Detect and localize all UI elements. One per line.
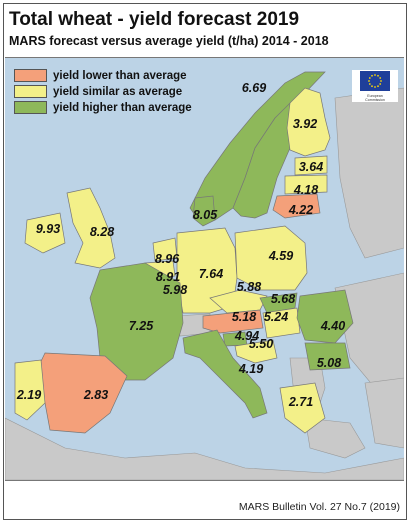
value-label-romania: 4.40 — [320, 319, 345, 333]
value-label-finland: 3.92 — [293, 117, 317, 131]
value-label-france: 7.25 — [129, 319, 154, 333]
value-label-estonia: 3.64 — [299, 160, 323, 174]
legend-item: yield similar as average — [14, 84, 192, 99]
value-label-slovenia: 4.94 — [234, 329, 259, 343]
legend-label: yield similar as average — [53, 85, 183, 98]
value-label-netherlands: 8.96 — [155, 252, 180, 266]
legend: yield lower than average yield similar a… — [14, 68, 192, 116]
value-label-ireland: 9.93 — [36, 222, 60, 236]
value-label-czechia: 5.88 — [237, 280, 261, 294]
value-label-germany: 7.64 — [199, 267, 223, 281]
country-bulgaria — [304, 342, 351, 371]
country-france — [89, 262, 184, 381]
country-estonia — [294, 155, 328, 176]
europe-map: 6.69 3.92 3.64 4.18 4.22 9.93 8.28 8.05 8.96 8.91… — [5, 57, 404, 481]
country-austria — [202, 309, 264, 334]
country-croatia — [234, 339, 278, 364]
value-label-austria: 5.18 — [232, 310, 256, 324]
legend-item: yield higher than average — [14, 100, 192, 115]
legend-label: yield higher than average — [53, 101, 192, 114]
legend-swatch-lower — [14, 69, 47, 82]
value-label-latvia: 4.18 — [293, 183, 318, 197]
country-denmark — [192, 195, 216, 227]
country-germany — [176, 227, 238, 314]
country-greece — [279, 382, 326, 434]
legend-label: yield lower than average — [53, 69, 187, 82]
country-finland — [286, 87, 331, 157]
country-portugal — [14, 359, 46, 421]
value-label-hungary: 5.24 — [264, 310, 288, 324]
country-italy — [182, 329, 268, 419]
footer-source: MARS Bulletin Vol. 27 No.7 (2019) — [238, 501, 400, 513]
svg-text:European: European — [367, 94, 383, 98]
value-label-poland: 4.59 — [268, 249, 293, 263]
european-commission-logo: European Commission — [352, 70, 398, 102]
map-title: Total wheat - yield forecast 2019 — [9, 9, 300, 30]
value-label-united-kingdom: 8.28 — [90, 225, 114, 239]
value-label-luxembourg: 5.98 — [163, 283, 187, 297]
value-label-greece: 2.71 — [288, 395, 313, 409]
value-label-spain: 2.83 — [83, 388, 108, 402]
country-poland — [234, 225, 308, 291]
value-label-slovakia: 5.68 — [271, 292, 295, 306]
value-label-denmark: 8.05 — [193, 208, 218, 222]
svg-text:Commission: Commission — [365, 98, 385, 102]
value-label-sweden: 6.69 — [242, 81, 266, 95]
value-label-bulgaria: 5.08 — [317, 356, 341, 370]
country-hungary — [262, 307, 301, 339]
country-latvia — [284, 174, 328, 195]
map-subtitle: MARS forecast versus average yield (t/ha… — [9, 34, 329, 48]
value-label-belgium: 8.91 — [156, 270, 180, 284]
value-label-italy: 4.19 — [238, 362, 263, 376]
value-label-lithuania: 4.22 — [288, 203, 313, 217]
value-label-portugal: 2.19 — [16, 388, 41, 402]
country-ireland — [24, 212, 66, 254]
value-label-croatia: 5.50 — [249, 337, 273, 351]
legend-swatch-higher — [14, 101, 47, 114]
country-lithuania — [272, 193, 321, 219]
country-united-kingdom — [66, 187, 116, 269]
legend-item: yield lower than average — [14, 68, 192, 83]
legend-swatch-similar — [14, 85, 47, 98]
